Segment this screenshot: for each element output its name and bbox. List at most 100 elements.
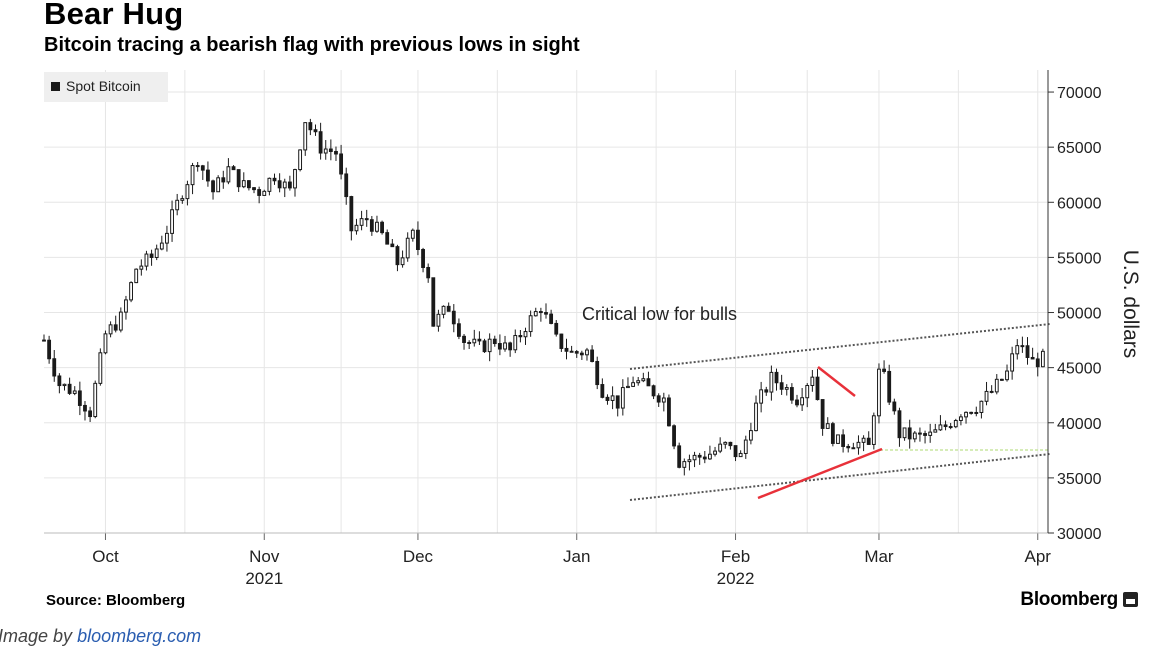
candle	[405, 232, 410, 262]
candle	[748, 422, 753, 445]
candle-body-down	[211, 180, 215, 193]
candle	[103, 330, 108, 355]
candle	[344, 167, 349, 205]
brand-wordmark: Bloomberg	[1020, 589, 1118, 610]
gridlines	[44, 70, 1048, 534]
candle	[697, 452, 702, 465]
candle-body-down	[549, 313, 554, 324]
candle	[257, 186, 262, 204]
candle	[436, 309, 441, 332]
candle	[994, 374, 999, 395]
candle	[923, 430, 927, 444]
candle-body-up	[800, 397, 805, 406]
candle	[533, 307, 538, 317]
candle-body-down	[431, 277, 436, 327]
candle	[252, 187, 256, 194]
candle-body-up	[713, 450, 717, 455]
candle	[369, 216, 374, 236]
candle	[856, 435, 861, 455]
candle-body-down	[667, 397, 671, 427]
y-tick-label: 45000	[1057, 361, 1102, 378]
candle	[574, 349, 579, 358]
candle-body-up	[359, 218, 364, 226]
candle	[231, 165, 236, 171]
candle-body-up	[769, 371, 774, 393]
candle-body-up	[641, 378, 646, 382]
candle-body-down	[615, 395, 620, 409]
candle	[538, 307, 543, 322]
candle-body-up	[661, 397, 666, 403]
candle	[943, 420, 948, 431]
candle-body-down	[841, 434, 846, 447]
y-tick-label: 35000	[1057, 471, 1102, 488]
candle	[513, 329, 518, 354]
candle	[206, 161, 210, 187]
candle	[928, 423, 933, 443]
candle-body-down	[231, 166, 236, 171]
candle	[892, 398, 897, 415]
axes: 30000 35000 40000 45000 50000 55000 60000 65000…	[44, 70, 1142, 588]
candle-body-up	[72, 390, 77, 394]
candle-body-up	[836, 434, 840, 444]
candle	[308, 118, 313, 136]
candle	[661, 392, 666, 412]
candle-body-up	[472, 338, 477, 344]
candle	[810, 369, 815, 392]
candle	[861, 435, 866, 452]
chart-subtitle: Bitcoin tracing a bearish flag with prev…	[44, 34, 580, 56]
candle-body-up	[62, 383, 67, 387]
candle-body-down	[672, 425, 676, 447]
candle-body-down	[206, 169, 210, 182]
candle-body-down	[907, 427, 912, 440]
candle-body-up	[410, 229, 415, 239]
candle	[159, 235, 164, 251]
candle	[241, 172, 246, 189]
candle-body-down	[364, 218, 369, 221]
candle-body-down	[236, 169, 241, 188]
candle-body-down	[789, 387, 794, 401]
candle	[1025, 337, 1030, 365]
candle-body-up	[902, 427, 907, 439]
candle-body-up	[1015, 345, 1020, 355]
candle-body-down	[42, 339, 46, 342]
candle	[334, 146, 338, 161]
candle-body-down	[492, 338, 497, 345]
candle-body-up	[620, 387, 625, 409]
candle	[579, 350, 584, 360]
candle-body-down	[349, 196, 354, 232]
x-tick-label: Nov	[249, 547, 280, 566]
candle	[72, 386, 77, 396]
candle-body-up	[124, 299, 128, 313]
credit-link[interactable]: bloomberg.com	[77, 626, 202, 646]
candle	[134, 268, 139, 284]
candle-body-up	[682, 461, 687, 468]
flag-lower-line	[629, 453, 1051, 501]
candle	[323, 140, 328, 160]
candle-body-down	[497, 343, 502, 350]
candle-body-up	[129, 282, 133, 301]
candle	[236, 169, 241, 193]
candle	[779, 374, 784, 395]
candle-body-down	[677, 445, 682, 468]
candle	[764, 386, 769, 396]
candle-body-down	[795, 399, 799, 406]
candle-body-down	[733, 445, 738, 458]
candle	[441, 305, 446, 319]
candle-body-down	[308, 122, 313, 131]
candle-body-up	[108, 324, 113, 335]
candle	[1030, 347, 1035, 360]
candle	[554, 320, 559, 337]
candle-body-down	[948, 426, 953, 429]
candle-body-up	[400, 257, 405, 266]
candle-body-up	[154, 248, 159, 258]
candle	[467, 340, 472, 350]
candle-body-down	[272, 177, 277, 182]
candle-body-up	[928, 431, 933, 436]
candle	[795, 394, 799, 408]
source-note: Source: Bloomberg	[46, 592, 186, 609]
candle-body-up	[748, 430, 753, 441]
candle-body-down	[462, 335, 466, 343]
candle-body-up	[354, 224, 359, 232]
candle	[267, 177, 272, 196]
candle	[964, 411, 968, 424]
